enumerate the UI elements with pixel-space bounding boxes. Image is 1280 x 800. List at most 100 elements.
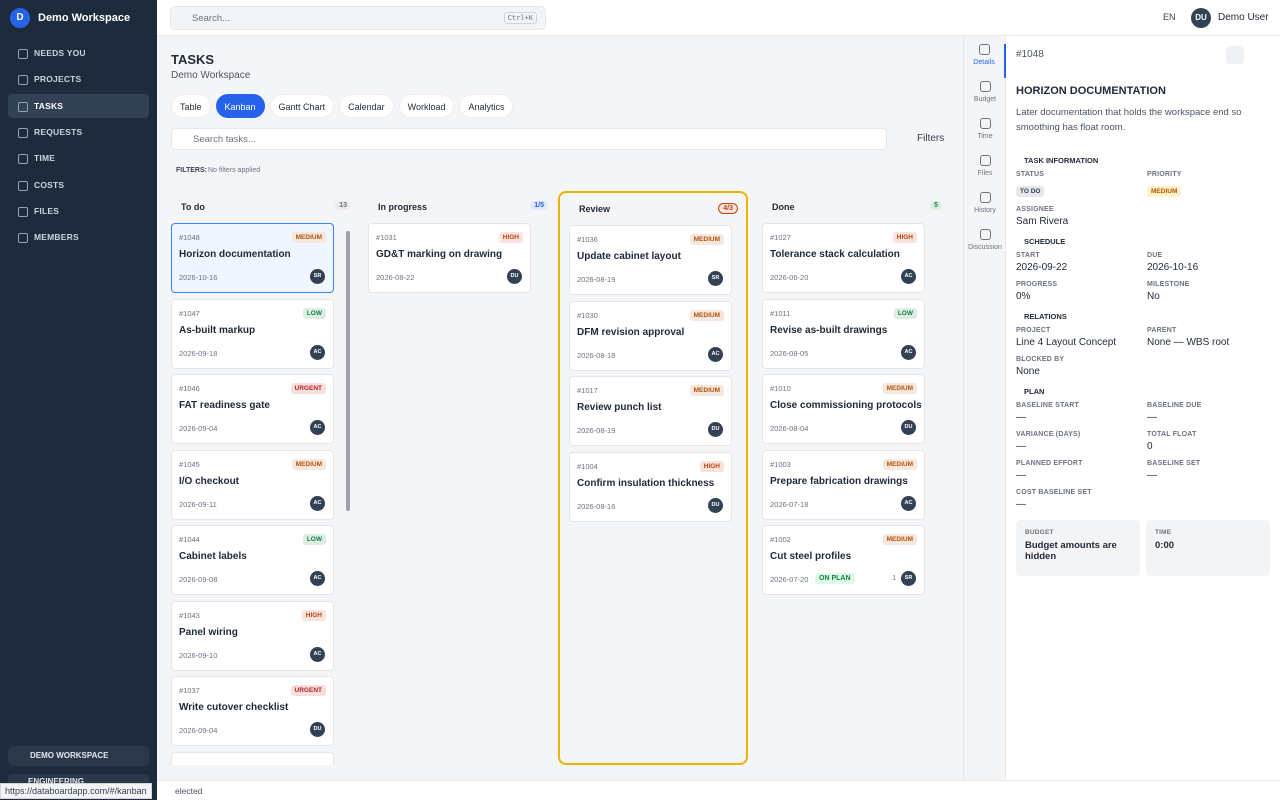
field-label: TOTAL FLOAT <box>1147 431 1197 438</box>
task-card[interactable]: #1010 MEDIUM Close commissioning protocols… <box>762 374 925 444</box>
field: PROJECT Line 4 Layout Concept <box>1016 327 1147 348</box>
sidebar: D Demo Workspace NEEDS YOU PROJECTS TASKS R… <box>0 0 157 800</box>
card-title: Tolerance stack calculation <box>770 249 900 260</box>
panel-tab[interactable]: History <box>964 192 1006 218</box>
nav-item[interactable]: REQUESTS <box>8 120 149 144</box>
task-card[interactable]: #1031 HIGH GD&T marking on drawing 2026-08-… <box>368 223 531 293</box>
priority-badge: MEDIUM <box>291 458 326 470</box>
view-tab[interactable]: Gantt Chart <box>269 94 335 118</box>
nav-item[interactable]: TIME <box>8 146 149 170</box>
field-value: — <box>1147 412 1157 423</box>
field-label: BLOCKED BY <box>1016 356 1065 363</box>
nav-item[interactable]: FILES <box>8 199 149 223</box>
search-box[interactable]: Search... Ctrl+K <box>170 6 546 30</box>
task-card[interactable]: #1002 MEDIUM Cut steel profiles 2026-07-20 O… <box>762 525 925 595</box>
card-id: #1043 <box>179 610 200 620</box>
nav-item[interactable]: TASKS <box>8 93 149 118</box>
view-tab[interactable]: Analytics <box>459 94 514 118</box>
panel-tab[interactable]: Discussion <box>964 229 1006 255</box>
card-id: #1048 <box>179 233 200 242</box>
workspace-name[interactable]: Demo Workspace <box>38 12 131 24</box>
workspace-switch[interactable]: DEMO WORKSPACE <box>8 746 149 766</box>
field: START 2026-09-22 <box>1016 252 1147 273</box>
task-card[interactable]: #1047 LOW As-built markup 2026-09-18 AC <box>171 298 334 369</box>
task-card[interactable]: #1037 URGENT Write cutover checklist 2026-0… <box>171 676 334 746</box>
summary-boxes: BUDGET Budget amounts are hidden TIME 0:00 <box>1016 520 1276 576</box>
card-id: #1010 <box>770 384 791 393</box>
assignee-avatar: DU <box>708 497 723 513</box>
assignee-avatar: AC <box>310 344 325 360</box>
assignee-avatar: AC <box>901 344 916 360</box>
card-id: #1030 <box>577 310 598 320</box>
priority-badge: LOW <box>893 307 917 319</box>
panel-tab[interactable]: Budget <box>964 81 1006 107</box>
field-label: PRIORITY <box>1147 171 1182 178</box>
task-card[interactable]: #1011 LOW Revise as-built drawings 2026-08-… <box>762 298 925 369</box>
assignee-avatar: DU <box>901 420 916 435</box>
field-value: — <box>1016 412 1026 423</box>
panel-tab[interactable]: Details <box>964 44 1006 78</box>
task-card[interactable]: #1045 MEDIUM I/O checkout 2026-09-11 AC <box>171 449 334 520</box>
priority-badge: HIGH <box>699 460 724 472</box>
card-id: #1027 <box>770 233 791 242</box>
field-value: 2026-09-22 <box>1016 262 1068 273</box>
task-card[interactable]: #1043 HIGH Panel wiring 2026-09-10 AC <box>171 600 334 671</box>
card-id: #1044 <box>179 535 200 544</box>
nav-item[interactable]: NEEDS YOU <box>8 41 149 65</box>
kanban-column: In progress 1/5 #1031 HIGH GD&T marking on d… <box>368 191 548 765</box>
card-title: As-built markup <box>179 324 256 336</box>
task-card[interactable]: #1048 MEDIUM Horizon documentation 2026-10-… <box>171 223 334 293</box>
field-label: PROJECT <box>1016 327 1051 334</box>
summary-box: TIME 0:00 <box>1146 520 1270 576</box>
language[interactable]: EN <box>1163 12 1176 22</box>
column-name: To do <box>181 202 205 212</box>
user-name[interactable]: Demo User <box>1218 12 1269 23</box>
view-tab[interactable]: Kanban <box>215 94 265 118</box>
field: BASELINE DUE — <box>1147 402 1276 423</box>
priority-badge: LOW <box>302 534 326 545</box>
view-tab[interactable]: Table <box>171 94 211 118</box>
statusbar: elected <box>157 780 1280 800</box>
field: BASELINE START — <box>1016 402 1147 423</box>
card-list: #1036 MEDIUM Update cabinet layout 2026-08-… <box>561 225 741 763</box>
card-date: 2026-08-16 <box>577 501 616 511</box>
task-card[interactable]: #1003 MEDIUM Prepare fabrication drawings 2… <box>762 449 925 520</box>
filters-button[interactable]: Filters <box>917 133 945 144</box>
task-card[interactable]: #1004 HIGH Confirm insulation thickness 202… <box>569 451 732 522</box>
field: COST BASELINE SET — <box>1016 489 1147 510</box>
view-tab[interactable]: Calendar <box>339 94 394 118</box>
view-tab[interactable]: Workload <box>398 94 455 118</box>
priority-badge: URGENT <box>290 685 326 696</box>
nav-item[interactable]: COSTS <box>8 173 149 197</box>
field-label: VARIANCE (DAYS) <box>1016 431 1081 438</box>
card-id: #1045 <box>179 459 200 469</box>
task-search-placeholder: Search tasks... <box>193 134 256 145</box>
page-title: TASKS <box>171 52 215 67</box>
bookmark-button[interactable] <box>1226 46 1244 64</box>
task-card[interactable]: #1036 MEDIUM Update cabinet layout 2026-08-… <box>569 225 732 295</box>
column-count: 5 <box>930 201 942 210</box>
field: PROGRESS 0% <box>1016 281 1147 302</box>
task-card[interactable]: #1027 HIGH Tolerance stack calculation 2026… <box>762 223 925 293</box>
attachment-count: 1 <box>892 575 896 582</box>
priority-badge: URGENT <box>290 383 326 394</box>
field: DUE 2026-10-16 <box>1147 252 1276 273</box>
card-date: 2026-08-18 <box>577 350 616 360</box>
task-card[interactable]: #1030 MEDIUM DFM revision approval 2026-08-… <box>569 300 732 371</box>
nav-item[interactable]: PROJECTS <box>8 67 149 91</box>
field: ASSIGNEE Sam Rivera <box>1016 206 1147 227</box>
box-label: TIME <box>1155 529 1172 536</box>
task-card[interactable]: #1017 MEDIUM Review punch list 2026-08-19 DU <box>569 376 732 446</box>
panel-tab[interactable]: Time <box>964 118 1006 144</box>
user-avatar[interactable]: DU <box>1191 8 1211 28</box>
section-title: TASK INFORMATION <box>1024 156 1099 165</box>
priority-badge: MEDIUM <box>689 309 724 321</box>
assignee-avatar: AC <box>310 420 325 435</box>
task-search[interactable]: Search tasks... <box>171 128 887 150</box>
task-card[interactable]: #1044 LOW Cabinet labels 2026-09-08 AC <box>171 525 334 595</box>
nav-item[interactable]: MEMBERS <box>8 225 149 249</box>
status-chip: TO DO <box>1016 186 1045 197</box>
workspace-avatar[interactable]: D <box>10 8 30 28</box>
task-card[interactable]: #1046 URGENT FAT readiness gate 2026-09-04 A… <box>171 374 334 444</box>
panel-tab[interactable]: Files <box>964 155 1006 181</box>
